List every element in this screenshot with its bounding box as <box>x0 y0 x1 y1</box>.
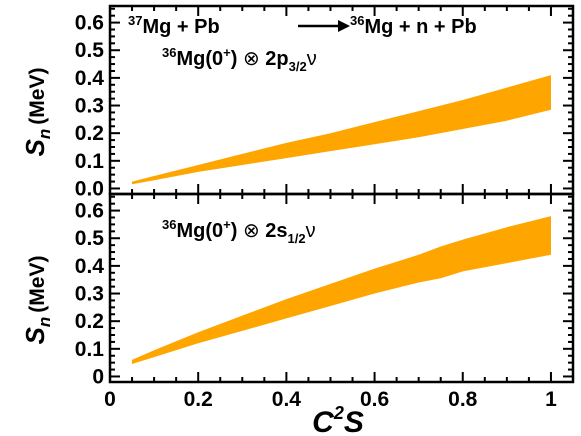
reaction-products-label: 36Mg + n + Pb <box>350 13 477 38</box>
reaction-label: 37Mg + Pb <box>128 13 220 38</box>
band-bottom <box>132 216 551 364</box>
y-tick-label: 0.1 <box>75 338 105 361</box>
y-tick-label: 0.5 <box>75 227 105 250</box>
panel-bottom: 0 0.1 0.2 0.3 0.4 0.5 0.6 0 0.2 0.4 0.6 0.8 1 <box>75 192 575 411</box>
panel-top: 0.0 0.1 0.2 0.3 0.4 0.5 0.6 <box>75 4 575 200</box>
band-top <box>132 75 551 185</box>
config-top-label: 36Mg(0+) ⊗ 2p3/2ν <box>162 45 317 74</box>
y-tick-label: 0.6 <box>75 200 104 223</box>
y-tick-label: 0.3 <box>75 95 104 118</box>
x-tick-label: 0 <box>104 388 116 411</box>
y-axis-label-top: Sn(MeV) <box>20 68 54 157</box>
reaction-arrow <box>298 20 350 32</box>
y-tick-label: 0.4 <box>75 67 105 90</box>
x-tick-label: 0.8 <box>448 388 478 411</box>
x-tick-label: 0.6 <box>360 388 389 411</box>
y-tick-label: 0.3 <box>75 283 104 306</box>
y-tick-label: 0.4 <box>75 255 105 278</box>
y-tick-label: 0.2 <box>75 122 104 145</box>
x-tick-label: 1 <box>545 388 557 411</box>
config-bottom-label: 36Mg(0+) ⊗ 2s1/2ν <box>162 217 316 246</box>
panel-bottom-ticks: 0 0.1 0.2 0.3 0.4 0.5 0.6 0 0.2 0.4 0.6 0.8 1 <box>75 194 574 411</box>
y-tick-label: 0.2 <box>75 310 104 333</box>
x-axis-label: C2S <box>312 403 364 436</box>
y-tick-label: 0.0 <box>75 177 104 200</box>
panel-bottom-frame <box>108 192 575 384</box>
y-axis-label-bottom: Sn(MeV) <box>20 256 54 345</box>
x-tick-label: 0.2 <box>184 388 213 411</box>
panel-top-ticks: 0.0 0.1 0.2 0.3 0.4 0.5 0.6 <box>75 6 574 200</box>
y-tick-label: 0.6 <box>75 12 104 35</box>
x-tick-label: 0.4 <box>272 388 302 411</box>
y-tick-label: 0.1 <box>75 150 105 173</box>
y-tick-label: 0 <box>92 365 104 388</box>
y-tick-label: 0.5 <box>75 39 105 62</box>
